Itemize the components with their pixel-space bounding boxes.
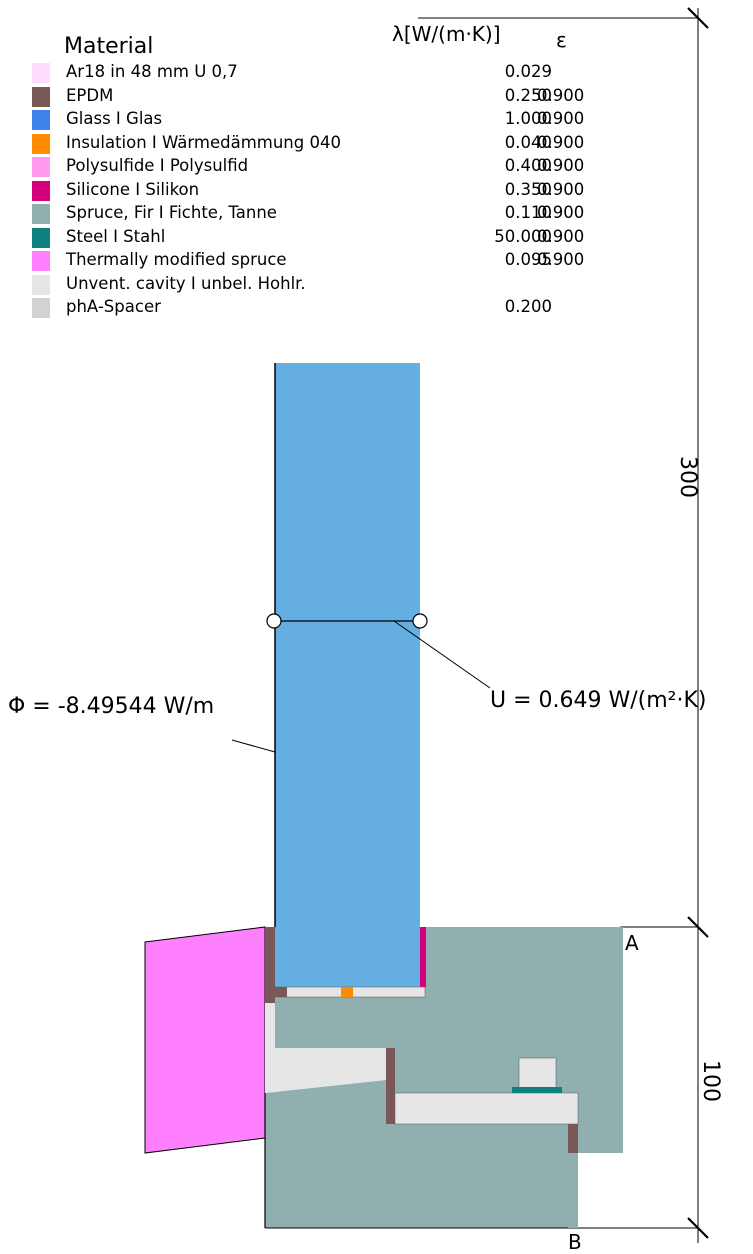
silicone-seal [420,927,426,987]
legend-row: Polysulfide I Polysulfid 0.400 0.900 [32,156,632,180]
legend-row: Insulation I Wärmedämmung 040 0.040 0.900 [32,133,632,157]
legend-swatch [32,133,50,154]
legend-swatch [32,274,50,295]
legend-swatch [32,227,50,248]
legend-row: phA-Spacer 0.200 [32,297,632,321]
spruce-frame [265,927,623,1228]
point-b-label: B [568,1230,582,1254]
legend-lambda-value: 0.040 [504,132,552,152]
legend-material-name: EPDM [66,85,114,105]
legend-row: Spruce, Fir I Fichte, Tanne 0.110 0.900 [32,203,632,227]
legend-lambda-value: 1.000 [504,109,552,128]
thermal-spruce-cladding [144,926,266,1154]
legend-epsilon-value: 0.900 [537,250,585,269]
hardware-cavity [518,1057,557,1089]
legend-swatch [32,298,50,318]
legend-material-name: Polysulfide I Polysulfid [66,156,249,175]
lower-cavity [394,1092,579,1125]
legend-material-name: Unvent. cavity I unbel. Hohlr. [66,273,306,293]
legend-row: Glass I Glas 1.000 0.900 [32,109,632,133]
legend-epsilon-value: 0.900 [537,203,585,222]
legend-material-name: Glass I Glas [66,109,163,128]
legend-material-name: Insulation I Wärmedämmung 040 [66,132,341,152]
legend-material-name: Ar18 in 48 mm U 0,7 [66,62,238,81]
legend-swatch [32,63,50,83]
legend-swatch [32,251,50,271]
legend-row: EPDM 0.250 0.900 [32,86,632,110]
legend-lambda-value: 0.095 [504,250,552,269]
legend-material-name: phA-Spacer [66,297,161,316]
legend-swatch [32,180,50,201]
phi-leader-line [231,739,276,753]
legend-lambda-value: 50.000 [494,226,552,246]
dimension-upper: 300 [675,456,700,498]
frame-cavity [265,1003,386,1093]
epdm-gasket-lower [568,1124,578,1153]
legend-row: Steel I Stahl 50.000 0.900 [32,227,632,251]
legend-epsilon-value: 0.900 [537,132,585,152]
u-value-label: U = 0.649 W/(m²·K) [490,688,707,713]
legend-lambda-value: 0.400 [504,156,552,175]
legend-lambda-value: 0.110 [504,203,552,222]
legend-title: Material [64,34,154,59]
legend-material-name: Silicone I Silikon [66,179,200,199]
epsilon-header: ε [556,28,567,52]
section-marker-right [412,613,428,629]
legend-swatch [32,204,50,224]
legend-epsilon-value: 0.900 [537,85,585,105]
steel-hardware [512,1087,562,1093]
point-a-label: A [625,931,639,955]
section-marker-left [266,613,282,629]
dimension-ticks [687,7,709,1239]
lambda-header: λ[W/(m·K)] [392,22,501,46]
legend-lambda-value: 0.250 [504,85,552,105]
legend-row: Thermally modified spruce 0.095 0.900 [32,250,632,274]
legend-row: Ar18 in 48 mm U 0,7 0.029 [32,62,632,86]
legend-swatch [32,86,50,107]
legend-swatch [32,110,50,130]
legend-epsilon-value: 0.900 [537,156,585,175]
dimension-lines [418,8,699,1243]
legend-epsilon-value: 0.900 [537,226,585,246]
legend-epsilon-value: 0.900 [537,109,585,128]
epdm-gasket-seat [275,987,287,997]
legend-lambda-value: 0.200 [504,297,552,316]
glass-pane [275,363,420,987]
legend-row: Silicone I Silikon 0.350 0.900 [32,180,632,204]
legend-material-name: Steel I Stahl [66,226,166,246]
material-legend: Ar18 in 48 mm U 0,7 0.029 EPDM 0.250 0.900 Gl… [32,62,632,321]
legend-material-name: Spruce, Fir I Fichte, Tanne [66,203,277,222]
heat-flow-label: Φ = -8.49544 W/m [8,694,215,719]
u-leader-line [393,620,491,689]
epdm-gasket-outer [265,927,275,1003]
legend-row: Unvent. cavity I unbel. Hohlr. [32,274,632,298]
insulation-block [341,987,353,997]
epdm-gasket-rebate [386,1048,395,1124]
legend-lambda-value: 0.350 [504,179,552,199]
dimension-lower: 100 [698,1060,723,1102]
legend-swatch [32,157,50,177]
legend-epsilon-value: 0.900 [537,179,585,199]
legend-lambda-value: 0.029 [504,62,552,81]
legend-material-name: Thermally modified spruce [66,250,287,269]
